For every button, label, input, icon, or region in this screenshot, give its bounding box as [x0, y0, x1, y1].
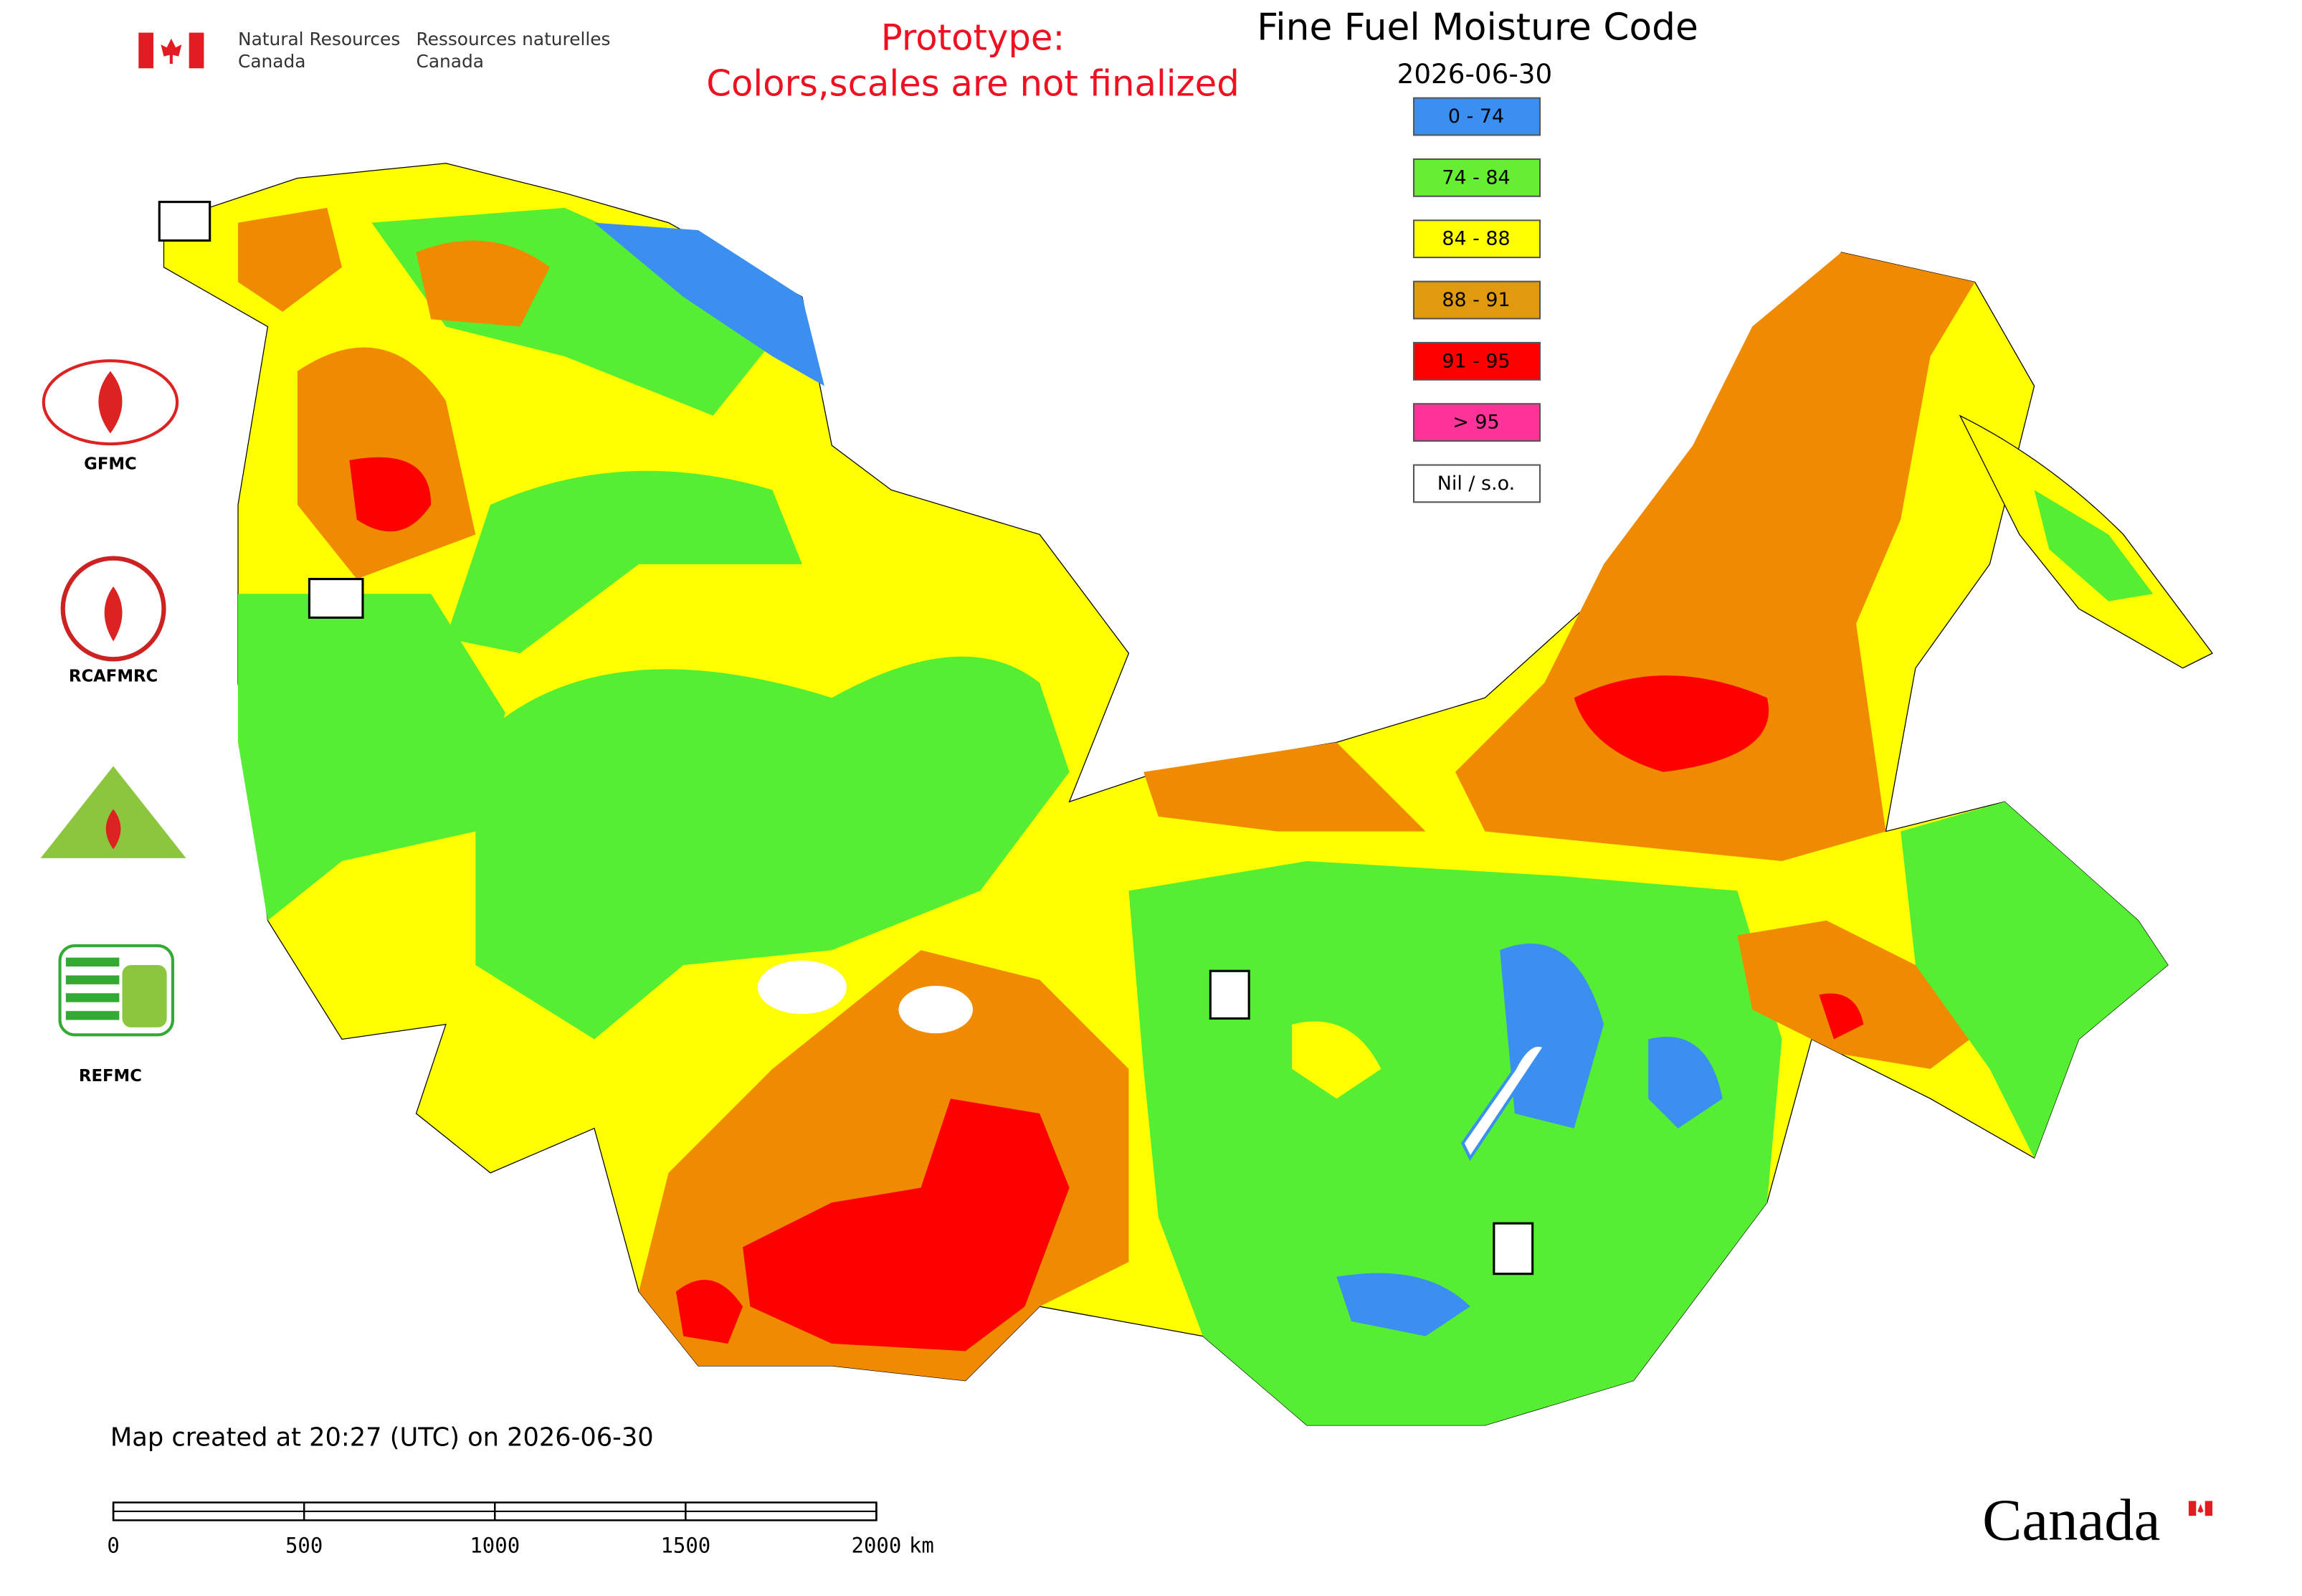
- scale-bar: 0 500 1000 1500 2000 km: [107, 1501, 934, 1558]
- region: [1737, 920, 1990, 1069]
- logos: GFMC RCAFMRC REFMC: [40, 201, 1534, 1276]
- legend: 0 - 74 74 - 84 84 - 88 88 - 91 91 - 95 > 95 Ni…: [1412, 97, 1541, 503]
- region: [349, 457, 432, 532]
- legend-swatch: [1412, 158, 1541, 197]
- wordmark: Canada: [1982, 1487, 2213, 1553]
- legend-swatch: [1412, 219, 1541, 259]
- map-area: [163, 163, 2213, 1426]
- region: [1901, 802, 2168, 1159]
- agency-fr: Canada: [417, 51, 484, 72]
- region: [1128, 861, 1782, 1425]
- legend-swatch: [1412, 341, 1541, 381]
- lake: [898, 985, 974, 1034]
- legend-swatch: [1412, 280, 1541, 320]
- region: [743, 1098, 1070, 1352]
- agency-fr: Ressources naturelles: [417, 29, 611, 49]
- logo-label: GFMC: [84, 455, 137, 474]
- legend-swatch: [1412, 403, 1541, 442]
- scale-tick-label: 2000: [852, 1534, 902, 1558]
- agency-en: Natural Resources: [238, 29, 400, 49]
- scale-tick-label: 1500: [660, 1534, 710, 1558]
- agency-en: Canada: [238, 51, 305, 72]
- legend-label: 84 - 88: [1442, 228, 1510, 250]
- lake: [1460, 1043, 1547, 1162]
- region: [445, 470, 802, 654]
- region: [238, 594, 505, 921]
- region: [675, 1279, 743, 1344]
- region: [1648, 1037, 1723, 1129]
- creation-note: Map created at 20:27 (UTC) on 2026-06-30: [110, 1423, 654, 1453]
- region: [475, 656, 1070, 1040]
- region: [1143, 742, 1426, 832]
- logo-label: REFMC: [79, 1067, 142, 1086]
- lake: [757, 960, 847, 1015]
- region: [1819, 993, 1864, 1040]
- agency-signature: Natural Resources Canada Ressources natu…: [138, 29, 611, 72]
- region: [1500, 944, 1604, 1129]
- legend-label: 88 - 91: [1442, 289, 1510, 311]
- legend-swatch: [1412, 464, 1541, 503]
- legend-label: Nil / s.o.: [1437, 472, 1515, 495]
- legend-label: 91 - 95: [1442, 350, 1510, 372]
- legend-swatch: [1412, 97, 1541, 136]
- scale-tick-label: 500: [285, 1534, 323, 1558]
- legend-label: 0 - 74: [1448, 105, 1504, 128]
- map-date: 2026-06-30: [1397, 58, 1553, 90]
- legend-label: 74 - 84: [1442, 166, 1510, 189]
- canada-wordmark: Canada: [1982, 1487, 2160, 1553]
- region: [594, 222, 824, 386]
- region: [1574, 675, 1769, 772]
- region: [416, 240, 550, 327]
- map-title: Fine Fuel Moisture Code: [1257, 6, 1698, 49]
- logo-label: RCAFMRC: [69, 668, 158, 686]
- region: [1292, 1021, 1381, 1099]
- prototype-note: Prototype:: [881, 16, 1065, 58]
- region: [2034, 490, 2154, 602]
- region: [238, 207, 342, 312]
- region: [1336, 1273, 1470, 1336]
- scale-tick-label: 1000: [470, 1534, 520, 1558]
- scale-tick-label: 0: [107, 1534, 119, 1558]
- scale-unit: km: [909, 1534, 934, 1558]
- legend-label: > 95: [1452, 412, 1499, 434]
- prototype-note: Colors,scales are not finalized: [706, 63, 1239, 105]
